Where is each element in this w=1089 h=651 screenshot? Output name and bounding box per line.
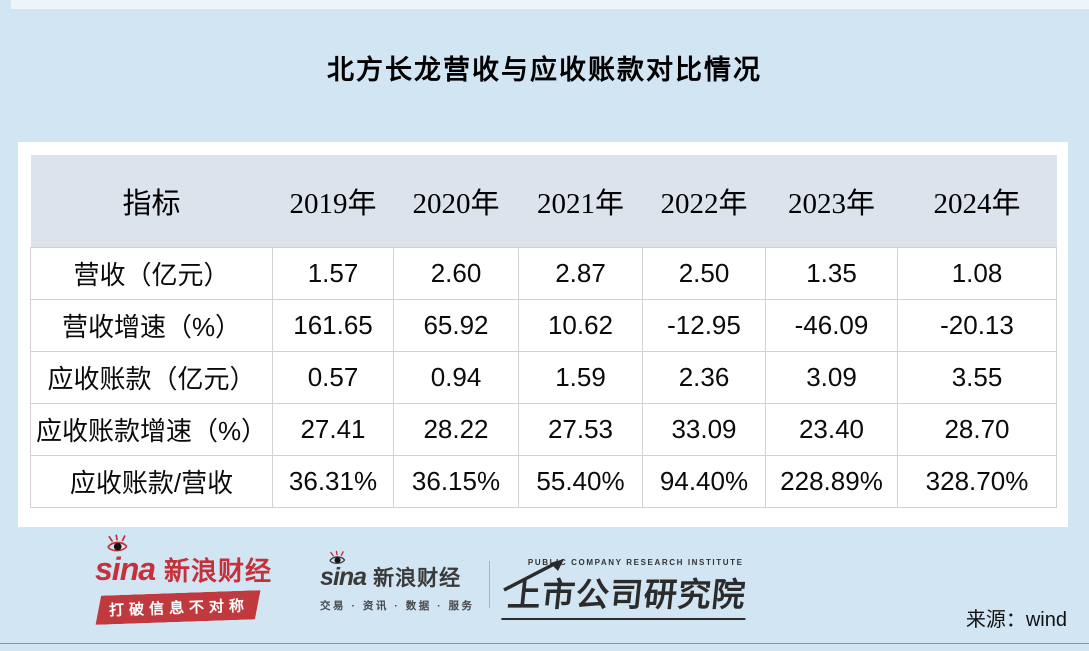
institute-name-cn: 上市公司研究院 xyxy=(500,568,751,620)
institute-arrow-icon xyxy=(502,559,564,592)
row-label: 营收（亿元） xyxy=(30,246,273,300)
institute-name-en: PUBLIC COMPANY RESEARCH INSTITUTE xyxy=(527,558,744,567)
cell-value: 328.70% xyxy=(897,454,1057,508)
sina-finance-logo-dark: sina 新浪财经 交易 · 资讯 · 数据 · 服务 xyxy=(320,550,475,613)
cell-value: 28.22 xyxy=(393,402,519,456)
table-row: 应收账款增速（%） 27.41 28.22 27.53 33.09 23.40 … xyxy=(30,402,1057,456)
table-row: 应收账款/营收 36.31% 36.15% 55.40% 94.40% 228.… xyxy=(30,454,1057,508)
row-label: 应收账款/营收 xyxy=(30,454,273,508)
header-cell-indicator: 指标 xyxy=(30,155,273,247)
table-row: 营收增速（%） 161.65 65.92 10.62 -12.95 -46.09… xyxy=(30,298,1057,352)
cell-value: 23.40 xyxy=(765,402,898,456)
top-light-strip xyxy=(11,0,1089,9)
cell-value: -46.09 xyxy=(765,298,898,352)
cell-value: 228.89% xyxy=(765,454,898,508)
sina-eye-icon xyxy=(107,534,128,552)
cell-value: 1.57 xyxy=(272,246,394,300)
table-row: 应收账款（亿元） 0.57 0.94 1.59 2.36 3.09 3.55 xyxy=(30,350,1057,404)
cell-value: 0.94 xyxy=(393,350,519,404)
row-label: 应收账款增速（%） xyxy=(30,402,273,456)
research-institute-logo: PUBLIC COMPANY RESEARCH INSTITUTE 上市公司研究… xyxy=(500,558,751,620)
cell-value: 2.60 xyxy=(393,246,519,300)
cell-value: 2.87 xyxy=(518,246,643,300)
table-card: 指标 2019年 2020年 2021年 2022年 2023年 2024年 营… xyxy=(18,142,1068,527)
sina-wordmark: sina xyxy=(320,550,367,592)
header-cell-year: 2021年 xyxy=(518,155,643,247)
sina-services-tagline: 交易 · 资讯 · 数据 · 服务 xyxy=(320,600,475,612)
sina-slogan-ribbon: 打破信息不对称 xyxy=(95,590,262,625)
bottom-divider-line xyxy=(0,643,1089,644)
header-cell-year: 2022年 xyxy=(642,155,766,247)
cell-value: 2.36 xyxy=(642,350,766,404)
cell-value: 161.65 xyxy=(272,298,394,352)
footer-logos: sina 新浪财经 打破信息不对称 sina 新浪财经 交易 · 资讯 · 数据… xyxy=(95,534,751,625)
sina-wordmark: sina xyxy=(95,534,156,588)
row-label: 营收增速（%） xyxy=(30,298,273,352)
cell-value: 3.09 xyxy=(765,350,898,404)
cell-value: 27.53 xyxy=(518,402,643,456)
cell-value: 0.57 xyxy=(272,350,394,404)
header-cell-year: 2019年 xyxy=(272,155,394,247)
cell-value: 2.50 xyxy=(642,246,766,300)
table-row: 营收（亿元） 1.57 2.60 2.87 2.50 1.35 1.08 xyxy=(30,246,1057,300)
cell-value: 1.08 xyxy=(897,246,1057,300)
cell-value: 36.15% xyxy=(393,454,519,508)
page-title: 北方长龙营收与应收账款对比情况 xyxy=(327,55,762,85)
cell-value: 33.09 xyxy=(642,402,766,456)
cell-value: 1.35 xyxy=(765,246,898,300)
cell-value: 3.55 xyxy=(897,350,1057,404)
header-cell-year: 2023年 xyxy=(765,155,898,247)
data-source-label: 来源：wind xyxy=(965,609,1067,631)
cell-value: 65.92 xyxy=(393,298,519,352)
cell-value: 94.40% xyxy=(642,454,766,508)
cell-value: 27.41 xyxy=(272,402,394,456)
logo-divider xyxy=(488,561,490,608)
cell-value: 10.62 xyxy=(518,298,643,352)
sina-brand-text: 新浪财经 xyxy=(373,567,462,590)
cell-value: 55.40% xyxy=(518,454,643,508)
sina-brand-text: 新浪财经 xyxy=(164,556,273,586)
row-label: 应收账款（亿元） xyxy=(30,350,273,404)
cell-value: -20.13 xyxy=(897,298,1057,352)
header-cell-year: 2020年 xyxy=(393,155,519,247)
sina-eye-icon xyxy=(329,550,346,564)
cell-value: 28.70 xyxy=(897,402,1057,456)
cell-value: 36.31% xyxy=(272,454,394,508)
cell-value: 1.59 xyxy=(518,350,643,404)
table-header-row: 指标 2019年 2020年 2021年 2022年 2023年 2024年 xyxy=(30,155,1057,247)
header-cell-year: 2024年 xyxy=(897,155,1057,247)
metrics-table: 指标 2019年 2020年 2021年 2022年 2023年 2024年 营… xyxy=(30,155,1057,508)
sina-finance-logo-red: sina 新浪财经 打破信息不对称 xyxy=(95,534,273,625)
cell-value: -12.95 xyxy=(642,298,766,352)
